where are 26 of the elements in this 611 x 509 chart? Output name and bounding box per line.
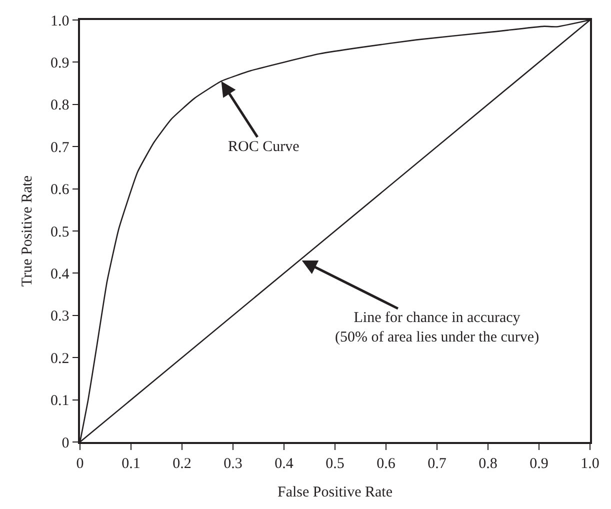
y-axis-title: True Positive Rate (19, 175, 36, 287)
x-tick-label: 0.5 (326, 456, 344, 472)
y-tick-label: 0.8 (50, 98, 70, 114)
y-tick-label: 0.3 (50, 308, 70, 325)
x-tick-label: 1.0 (580, 456, 600, 472)
y-tick-label: 0.2 (50, 350, 70, 367)
x-tick-label: 0.1 (122, 456, 140, 472)
x-tick-label: 0.6 (376, 456, 396, 472)
y-tick-label: 0.5 (50, 224, 70, 240)
x-tick-label: 0.2 (172, 456, 192, 472)
y-tick-label: 0.4 (50, 266, 70, 282)
x-axis-title: False Positive Rate (278, 484, 393, 500)
y-tick-label: 0.9 (50, 55, 70, 72)
annotation: Line for chance in accuracy (50% of area lies under the curve) (335, 310, 540, 346)
y-tick-label: 0.1 (50, 393, 70, 410)
y-tick-label: 0.7 (50, 140, 70, 156)
y-tick-label: 1.0 (50, 13, 70, 30)
x-tick-label: 0.7 (428, 456, 447, 472)
y-tick-label: 0.6 (50, 182, 70, 198)
y-tick-label: 0 (62, 435, 70, 452)
x-tick-label: 0.9 (530, 456, 548, 472)
x-tick-label: 0.8 (478, 456, 498, 472)
annotation: ROC Curve (228, 139, 300, 155)
x-tick-label: 0 (76, 456, 84, 472)
x-tick-label: 0.3 (224, 456, 242, 472)
x-tick-label: 0.4 (274, 456, 294, 472)
